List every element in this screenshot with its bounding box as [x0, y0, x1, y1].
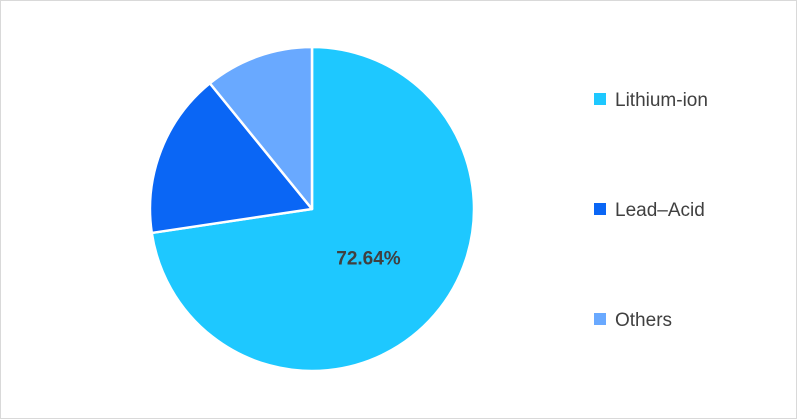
legend-label-others: Others — [615, 310, 672, 331]
pie-slice-lead-acid — [148, 82, 314, 235]
data-labels: 72.64% — [336, 249, 401, 270]
data-label-lithium-ion: 72.64% — [336, 249, 401, 270]
legend-label-lead-acid: Lead–Acid — [615, 200, 705, 221]
legend-swatch-lead-acid — [594, 203, 606, 215]
pie-slice-others — [208, 45, 314, 211]
legend: Lithium-ion Lead–Acid Others — [594, 90, 708, 331]
legend-swatch-others — [594, 313, 606, 325]
legend-label-lithium-ion: Lithium-ion — [615, 90, 708, 111]
legend-swatch-lithium-ion — [594, 93, 606, 105]
pie-slices — [148, 45, 476, 373]
